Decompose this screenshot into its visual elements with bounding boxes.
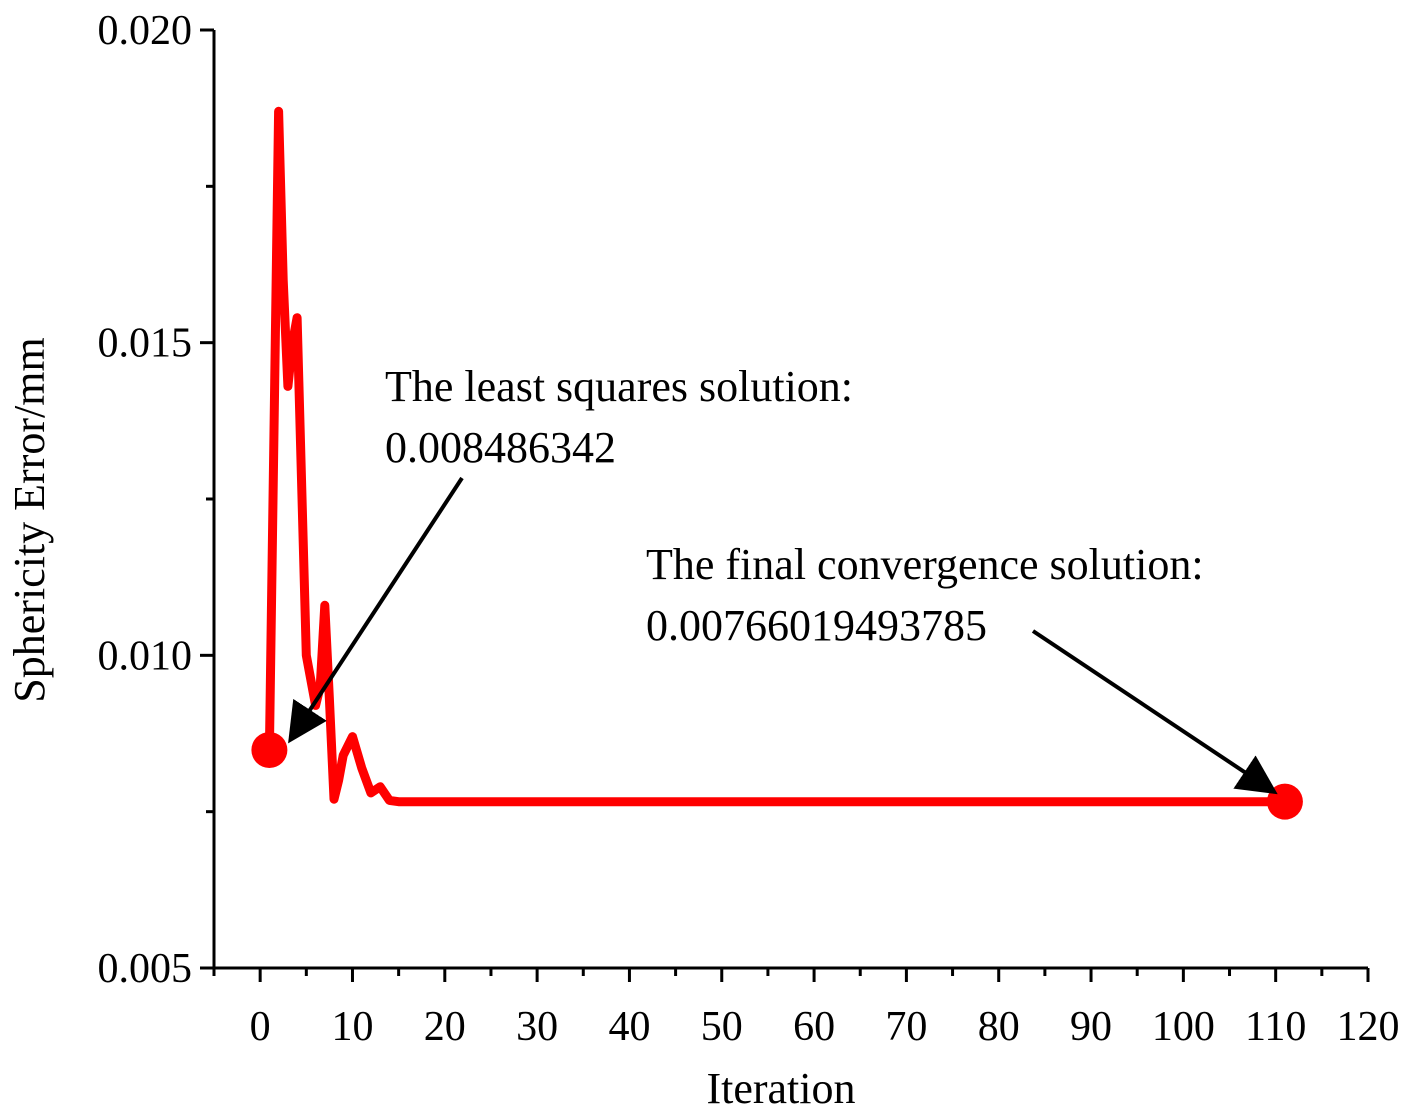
x-ticks: 0 10 20 30 40 50 60 70 80 90 100 110 120 <box>212 968 1400 1050</box>
x-tick-label: 30 <box>516 1004 558 1050</box>
highlight-point-final-convergence <box>1266 783 1303 820</box>
least-squares-label: The least squares solution: <box>385 362 853 411</box>
x-axis-title: Iteration <box>706 1064 855 1113</box>
x-tick-label: 20 <box>424 1004 466 1050</box>
x-tick-label: 120 <box>1337 1004 1400 1050</box>
x-tick-label: 40 <box>608 1004 650 1050</box>
final-convergence-value: 0.00766019493785 <box>646 601 987 650</box>
highlight-point-least-squares <box>251 731 288 768</box>
x-tick-label: 50 <box>701 1004 743 1050</box>
y-tick-label: 0.020 <box>98 8 193 54</box>
y-tick-label: 0.005 <box>98 946 193 992</box>
final-convergence-label: The final convergence solution: <box>646 540 1204 589</box>
x-tick-label: 80 <box>978 1004 1020 1050</box>
x-tick-label: 70 <box>885 1004 927 1050</box>
x-tick-label: 0 <box>250 1004 271 1050</box>
y-ticks: 0.005 0.010 0.015 0.020 <box>98 8 214 992</box>
y-tick-label: 0.015 <box>98 321 193 367</box>
highlight-points <box>251 731 1303 820</box>
x-tick-label: 10 <box>331 1004 373 1050</box>
y-axis-title: Sphericity Error/mm <box>5 337 54 702</box>
x-tick-label: 110 <box>1245 1004 1306 1050</box>
series-line-sphericity-error <box>264 106 1290 807</box>
least-squares-value: 0.008486342 <box>385 423 616 472</box>
least-squares-arrow <box>288 476 464 744</box>
x-tick-label: 100 <box>1152 1004 1215 1050</box>
x-tick-label: 60 <box>793 1004 835 1050</box>
x-tick-label: 90 <box>1070 1004 1112 1050</box>
final-convergence-arrow <box>1031 629 1278 795</box>
y-tick-label: 0.010 <box>98 633 193 679</box>
